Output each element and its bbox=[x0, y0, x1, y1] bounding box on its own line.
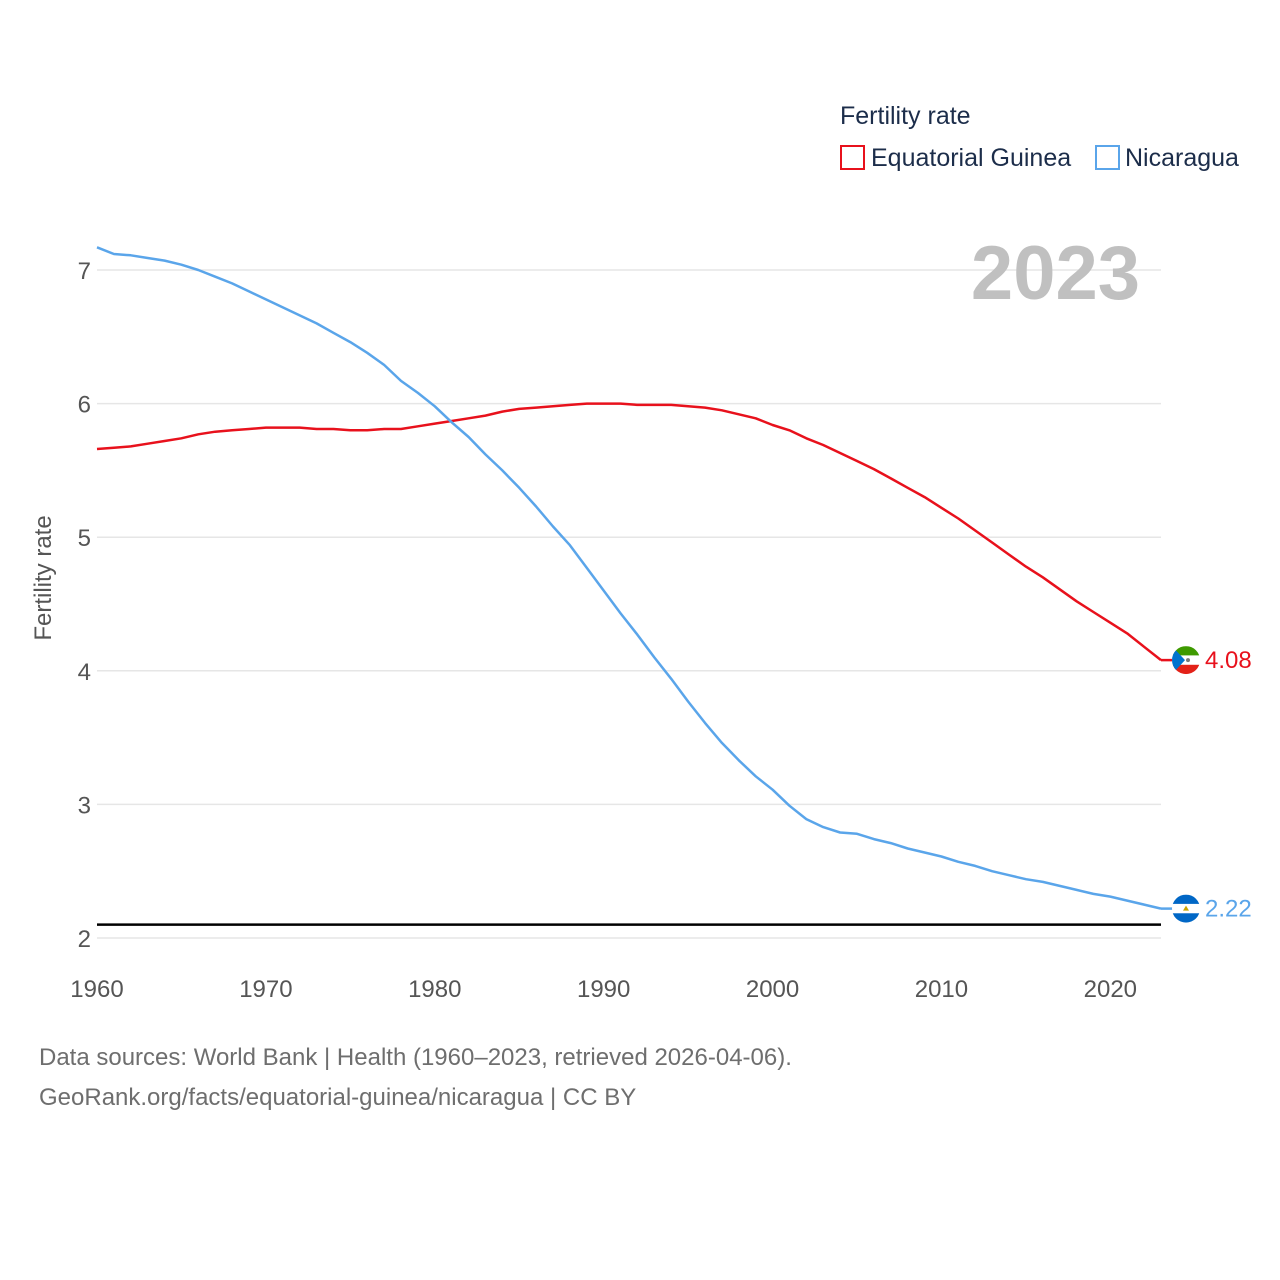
x-tick-label: 2000 bbox=[746, 976, 799, 1003]
nicaragua-flag-icon bbox=[1172, 894, 1200, 923]
series-line-nicaragua[interactable] bbox=[96, 246, 1162, 910]
gridlines bbox=[97, 269, 1161, 939]
y-axis-ticks: 2 3 4 5 6 7 bbox=[78, 258, 91, 953]
legend: Fertility rate Equatorial Guinea Nicarag… bbox=[840, 102, 1239, 172]
source-link[interactable]: GeoRank.org/facts/equatorial-guinea/nica… bbox=[39, 1084, 637, 1111]
y-tick-label: 2 bbox=[78, 926, 91, 953]
data-source-note: Data sources: World Bank | Health (1960–… bbox=[39, 1044, 792, 1071]
y-tick-label: 3 bbox=[78, 792, 91, 819]
series-line-equatorial-guinea[interactable] bbox=[96, 402, 1162, 662]
legend-swatch-equatorial-guinea bbox=[840, 145, 865, 170]
x-tick-label: 1960 bbox=[70, 976, 123, 1003]
legend-label-equatorial-guinea: Equatorial Guinea bbox=[871, 144, 1071, 172]
x-tick-label: 2020 bbox=[1084, 976, 1137, 1003]
end-value-label-nicaragua: 2.22 bbox=[1205, 896, 1252, 923]
end-value-label-equatorial-guinea: 4.08 bbox=[1205, 647, 1252, 674]
y-axis-title: Fertility rate bbox=[30, 515, 57, 640]
legend-swatch-nicaragua bbox=[1095, 145, 1120, 170]
x-tick-label: 1990 bbox=[577, 976, 630, 1003]
equatorial-guinea-flag-icon bbox=[1172, 646, 1200, 675]
legend-title: Fertility rate bbox=[840, 102, 971, 130]
x-tick-label: 2010 bbox=[915, 976, 968, 1003]
y-tick-label: 6 bbox=[78, 392, 91, 419]
y-tick-label: 4 bbox=[78, 659, 91, 686]
legend-label-nicaragua: Nicaragua bbox=[1125, 144, 1239, 172]
series-lines bbox=[96, 246, 1162, 910]
x-tick-label: 1970 bbox=[239, 976, 292, 1003]
y-tick-label: 7 bbox=[78, 258, 91, 285]
series-end-markers: 4.08 2.22 bbox=[1161, 646, 1252, 923]
y-tick-label: 5 bbox=[78, 525, 91, 552]
x-tick-label: 1980 bbox=[408, 976, 461, 1003]
legend-item-nicaragua[interactable]: Nicaragua bbox=[1095, 144, 1239, 172]
x-axis-ticks: 1960 1970 1980 1990 2000 2010 2020 bbox=[70, 976, 1137, 1003]
year-watermark: 2023 bbox=[971, 231, 1140, 316]
legend-item-equatorial-guinea[interactable]: Equatorial Guinea bbox=[840, 144, 1071, 172]
